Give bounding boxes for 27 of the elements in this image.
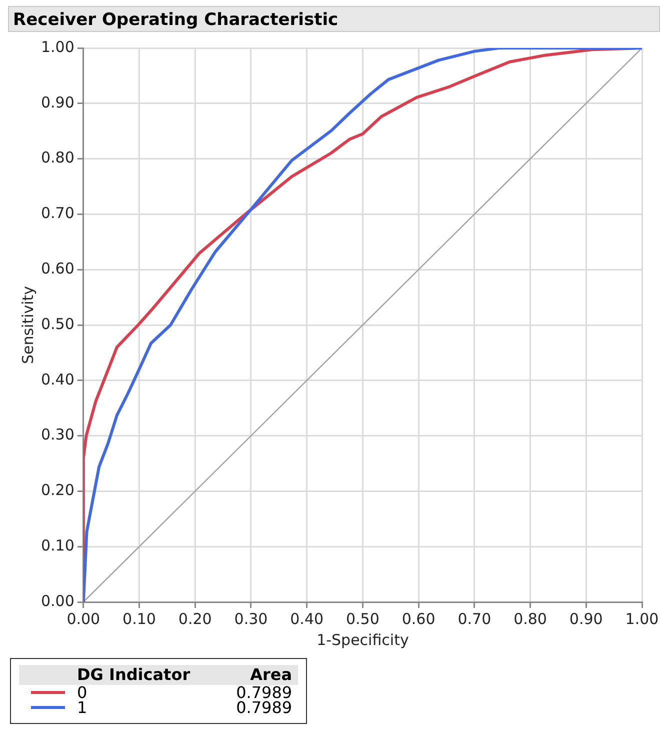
x-tick-label: 0.50 <box>346 610 380 628</box>
x-tick-label: 0.00 <box>66 610 100 628</box>
y-axis-title: Sensitivity <box>18 286 37 364</box>
x-tick-label: 1.00 <box>625 610 659 628</box>
x-tick-label: 0.30 <box>234 610 268 628</box>
y-tick-label: 0.60 <box>40 259 74 278</box>
x-tick-label: 0.90 <box>569 610 603 628</box>
x-axis-title: 1-Specificity <box>316 630 409 649</box>
y-tick-label: 0.50 <box>40 314 74 333</box>
x-tick-label: 0.80 <box>514 610 547 628</box>
y-tick-label: 0.10 <box>40 536 74 554</box>
y-tick-label: 0.00 <box>40 592 74 610</box>
y-tick-label: 0.90 <box>40 93 74 112</box>
legend-title: DG Indicator <box>71 665 230 685</box>
x-tick-label: 0.40 <box>290 610 324 628</box>
text: Area <box>230 665 298 685</box>
y-tick-label: 0.70 <box>40 204 74 222</box>
y-tick-label: 0.80 <box>40 148 74 167</box>
x-tick-label: 0.10 <box>122 610 156 628</box>
x-tick-label: 0.60 <box>402 610 436 628</box>
chart-title: Receiver Operating Characteristic <box>8 6 660 32</box>
y-tick-label: 0.40 <box>40 370 74 388</box>
y-tick-label: 0.20 <box>40 481 74 500</box>
y-tick-label: 1.00 <box>40 38 74 56</box>
x-tick-label: 0.20 <box>178 610 212 628</box>
x-tick-label: 0.70 <box>458 610 492 628</box>
y-tick-label: 0.30 <box>40 426 74 444</box>
